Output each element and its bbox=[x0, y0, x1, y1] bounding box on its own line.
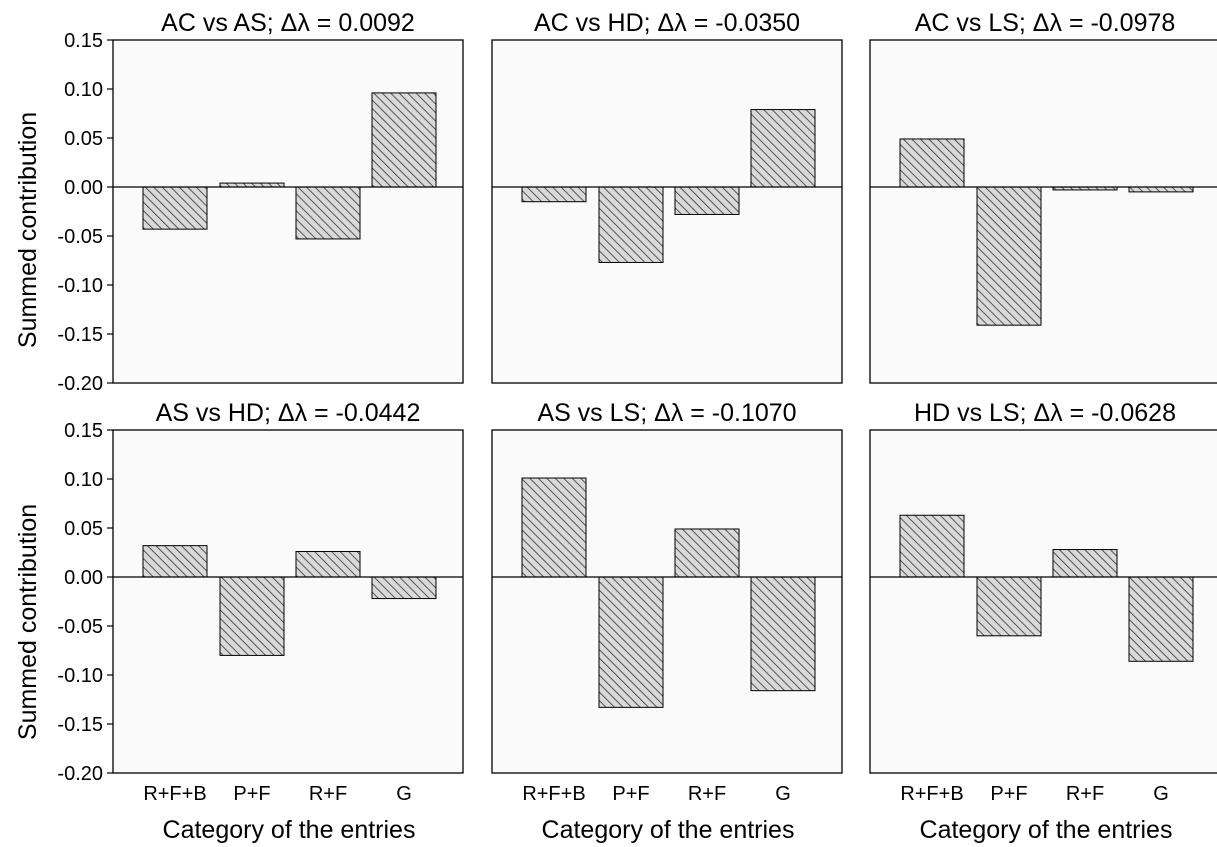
chart-panel-4: AS vs HD; Δλ = -0.0442 0.15 0.10 0.05 0.00 -0… bbox=[57, 399, 464, 805]
x-tick-label: R+F bbox=[1066, 783, 1104, 805]
bar-r-f-b bbox=[899, 514, 965, 578]
y-tick-label: -0.10 bbox=[57, 665, 103, 687]
bar-p-f bbox=[598, 186, 664, 263]
bar-g bbox=[750, 109, 816, 188]
chart-title: HD vs LS; Δλ = -0.0628 bbox=[914, 399, 1176, 427]
bar-r-f-b bbox=[899, 138, 965, 188]
chart-panel-2: AC vs HD; Δλ = -0.0350 bbox=[491, 9, 843, 384]
x-tick-label: G bbox=[1153, 783, 1169, 805]
bar-g bbox=[1128, 186, 1194, 193]
x-tick-label: R+F+B bbox=[143, 783, 206, 805]
y-tick-label: 0.15 bbox=[64, 30, 103, 52]
y-tick-label: -0.20 bbox=[57, 373, 103, 395]
chart-title: AS vs HD; Δλ = -0.0442 bbox=[156, 399, 421, 427]
bar-r-f bbox=[295, 551, 361, 578]
bar-g bbox=[750, 576, 816, 692]
y-tick-label: -0.10 bbox=[57, 275, 103, 297]
y-tick-label: 0.00 bbox=[64, 567, 103, 589]
x-axis-label-middle: Category of the entries bbox=[542, 816, 795, 844]
x-tick-label: G bbox=[775, 783, 791, 805]
x-tick-label: R+F+B bbox=[900, 783, 963, 805]
y-tick-label: -0.20 bbox=[57, 763, 103, 785]
bar-r-f bbox=[1052, 549, 1118, 578]
x-tick-label: G bbox=[396, 783, 412, 805]
bar-r-f-b bbox=[142, 186, 208, 230]
bar-g bbox=[1128, 576, 1194, 662]
x-axis-label-left: Category of the entries bbox=[163, 816, 416, 844]
bar-r-f-b bbox=[521, 477, 587, 578]
chart-title: AC vs HD; Δλ = -0.0350 bbox=[534, 9, 800, 37]
y-axis-label-bottom: Summed contribution bbox=[14, 504, 42, 740]
plot-area bbox=[491, 39, 843, 384]
y-tick-label: 0.00 bbox=[64, 177, 103, 199]
bar-p-f bbox=[219, 576, 285, 656]
chart-title: AC vs LS; Δλ = -0.0978 bbox=[915, 9, 1176, 37]
chart-panel-3: AC vs LS; Δλ = -0.0978 bbox=[869, 9, 1217, 384]
bar-r-f bbox=[295, 186, 361, 240]
x-tick-label: P+F bbox=[612, 783, 649, 805]
y-tick-label: 0.05 bbox=[64, 518, 103, 540]
bar-r-f bbox=[674, 186, 740, 215]
x-tick-label: R+F bbox=[309, 783, 347, 805]
x-tick-label: P+F bbox=[990, 783, 1027, 805]
bar-p-f bbox=[976, 576, 1042, 637]
y-tick-label: -0.15 bbox=[57, 714, 103, 736]
chart-panel-5: AS vs LS; Δλ = -0.1070 R+F+B P+F R+F G bbox=[491, 399, 843, 805]
plot-area bbox=[869, 39, 1217, 384]
y-tick-label: 0.05 bbox=[64, 128, 103, 150]
x-tick-label: R+F+B bbox=[522, 783, 585, 805]
y-tick-label: -0.15 bbox=[57, 324, 103, 346]
x-tick-label: R+F bbox=[688, 783, 726, 805]
y-tick-label: 0.15 bbox=[64, 420, 103, 442]
y-tick-label: 0.10 bbox=[64, 79, 103, 101]
chart-panel-1: AC vs AS; Δλ = 0.0092 0.15 0.10 0.05 0.00 -0.… bbox=[57, 9, 464, 395]
plot-area bbox=[112, 429, 464, 774]
chart-title: AC vs AS; Δλ = 0.0092 bbox=[161, 9, 415, 37]
bar-r-f-b bbox=[521, 186, 587, 203]
bar-g bbox=[371, 92, 437, 188]
y-tick-label: 0.10 bbox=[64, 469, 103, 491]
x-axis-label-right: Category of the entries bbox=[920, 816, 1173, 844]
chart-panel-6: HD vs LS; Δλ = -0.0628 R+F+B P+F R+F G bbox=[869, 399, 1217, 805]
chart-title: AS vs LS; Δλ = -0.1070 bbox=[537, 399, 796, 427]
y-tick-label: -0.05 bbox=[57, 226, 103, 248]
bar-r-f-b bbox=[142, 545, 208, 578]
bar-g bbox=[371, 576, 437, 600]
y-tick-label: -0.05 bbox=[57, 616, 103, 638]
y-axis-label-top: Summed contribution bbox=[14, 112, 42, 348]
bar-p-f bbox=[976, 186, 1042, 326]
bar-r-f bbox=[674, 528, 740, 578]
bar-p-f bbox=[598, 576, 664, 708]
x-tick-label: P+F bbox=[233, 783, 270, 805]
